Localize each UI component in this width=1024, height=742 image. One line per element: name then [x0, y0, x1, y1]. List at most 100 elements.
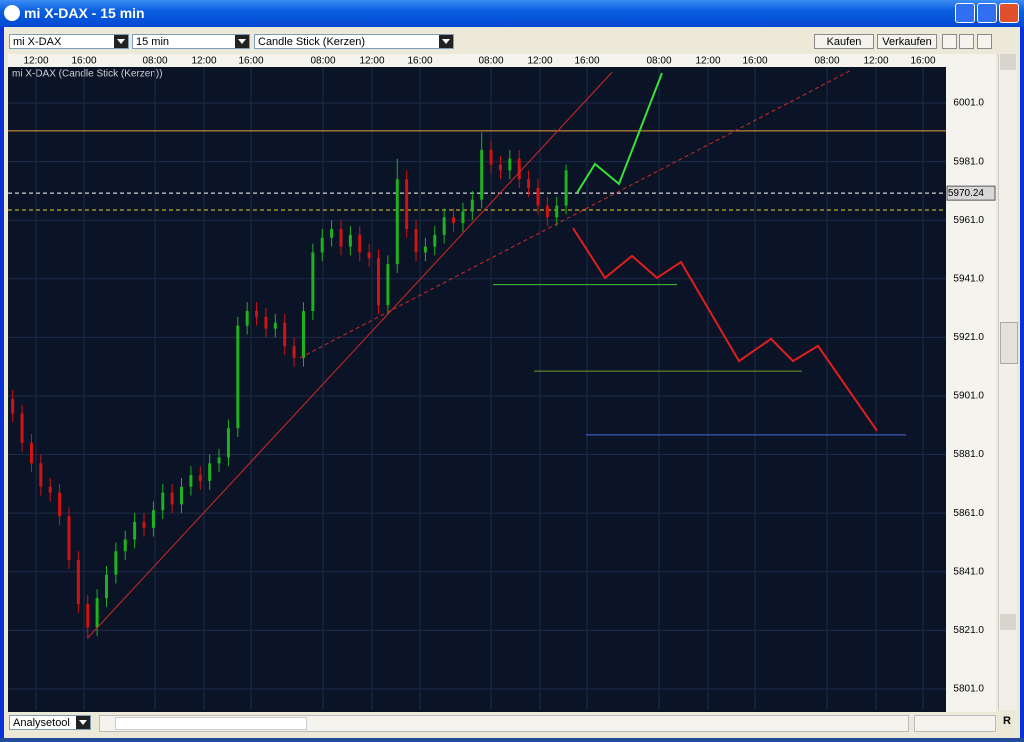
- candle-body: [480, 149, 484, 200]
- app-icon: [4, 5, 20, 21]
- candle-body: [348, 234, 352, 247]
- candle-body: [20, 413, 24, 443]
- candle-body: [433, 234, 437, 247]
- candle-body: [292, 346, 296, 358]
- price-label: 6001.0: [953, 98, 984, 109]
- time-label: 16:00: [407, 56, 432, 67]
- maximize-button[interactable]: [977, 3, 997, 23]
- price-label: 5821.0: [953, 625, 984, 636]
- price-label: 5901.0: [953, 391, 984, 402]
- time-label: 12:00: [527, 56, 552, 67]
- candle-body: [545, 205, 549, 218]
- vertical-scrollbar[interactable]: [998, 54, 1018, 710]
- price-label: 5881.0: [953, 449, 984, 460]
- buy-button[interactable]: Kaufen: [814, 34, 874, 49]
- candle-body: [555, 205, 559, 218]
- candle-body: [330, 228, 334, 238]
- interval-select[interactable]: 15 min: [132, 34, 250, 49]
- window-button[interactable]: [977, 34, 992, 49]
- candle-body: [133, 521, 137, 540]
- price-label: 5921.0: [953, 332, 984, 343]
- candle-body: [273, 322, 277, 329]
- analysis-tool: Analysetool: [13, 717, 70, 729]
- candle-body: [508, 158, 512, 171]
- minimize-button[interactable]: [955, 3, 975, 23]
- candle-body: [189, 475, 193, 487]
- zoom-control[interactable]: [914, 715, 996, 732]
- candle-body: [11, 398, 15, 414]
- time-label: 16:00: [574, 56, 599, 67]
- candle-body: [395, 179, 399, 265]
- taskbar-edge: [0, 738, 1024, 742]
- tool-button[interactable]: [942, 34, 957, 49]
- price-label: 5981.0: [953, 156, 984, 167]
- chart-style: Candle Stick (Kerzen): [258, 36, 365, 48]
- candle-body: [367, 252, 371, 259]
- candle-body: [461, 211, 465, 224]
- instrument: mi X-DAX: [13, 36, 62, 48]
- candle-body: [564, 170, 568, 206]
- candle-body: [151, 510, 155, 528]
- candle-body: [198, 475, 202, 481]
- candle-body: [386, 264, 390, 306]
- tool-select[interactable]: Analysetool: [9, 715, 91, 730]
- candle-body: [311, 252, 315, 312]
- price-label: 5841.0: [953, 566, 984, 577]
- price-label: 5861.0: [953, 508, 984, 519]
- candle-body: [226, 428, 230, 458]
- candle-body: [320, 237, 324, 253]
- candle-body: [358, 234, 362, 253]
- scroll-down[interactable]: [1000, 614, 1016, 630]
- scroll-thumb[interactable]: [1000, 322, 1018, 364]
- candle-body: [405, 179, 409, 229]
- candle-body: [58, 492, 62, 517]
- candle-body: [86, 603, 90, 628]
- time-label: 08:00: [646, 56, 671, 67]
- price-label: 5961.0: [953, 215, 984, 226]
- time-label: 16:00: [71, 56, 96, 67]
- sell-button[interactable]: Verkaufen: [877, 34, 937, 49]
- candle-body: [180, 486, 184, 505]
- scroll-up[interactable]: [1000, 54, 1016, 70]
- candle-body: [208, 463, 212, 481]
- time-label: 12:00: [695, 56, 720, 67]
- horizontal-scrollbar[interactable]: [99, 715, 909, 732]
- instrument-select[interactable]: mi X-DAX: [9, 34, 129, 49]
- candle-body: [161, 492, 165, 511]
- close-button[interactable]: [999, 3, 1019, 23]
- time-label: 16:00: [238, 56, 263, 67]
- candle-body: [264, 316, 268, 329]
- candle-body: [470, 199, 474, 212]
- candle-body: [217, 457, 221, 464]
- title-bar: mi X-DAX - 15 min: [0, 0, 1024, 27]
- candle-body: [442, 217, 446, 235]
- candle-body: [423, 246, 427, 253]
- candle-body: [67, 516, 71, 561]
- chart: mi X-DAX (Candle Stick (Kerzen)) 12:00 16…: [8, 54, 996, 712]
- candle-body: [76, 560, 80, 604]
- draw-button[interactable]: [959, 34, 974, 49]
- drawing: [576, 72, 663, 194]
- candle-body: [255, 311, 259, 317]
- time-label: 12:00: [359, 56, 384, 67]
- last-price-box: [946, 185, 996, 201]
- candle-body: [301, 311, 305, 358]
- price-label: 5941.0: [953, 273, 984, 284]
- time-label: 08:00: [142, 56, 167, 67]
- candle-body: [536, 187, 540, 206]
- time-label: 12:00: [23, 56, 48, 67]
- candle-body: [283, 322, 287, 347]
- time-axis-strip: [8, 54, 946, 67]
- candle-body: [123, 539, 127, 552]
- chart-label: mi X-DAX (Candle Stick (Kerzen)): [12, 69, 163, 80]
- candle-body: [414, 228, 418, 253]
- scroll-thumb[interactable]: [115, 717, 307, 730]
- drawing: [87, 71, 613, 638]
- candle-body: [29, 442, 33, 464]
- style-select[interactable]: Candle Stick (Kerzen): [254, 34, 454, 49]
- time-label: 16:00: [742, 56, 767, 67]
- candle-body: [527, 179, 531, 188]
- reset-button[interactable]: R: [1003, 715, 1011, 727]
- drawing: [572, 227, 878, 432]
